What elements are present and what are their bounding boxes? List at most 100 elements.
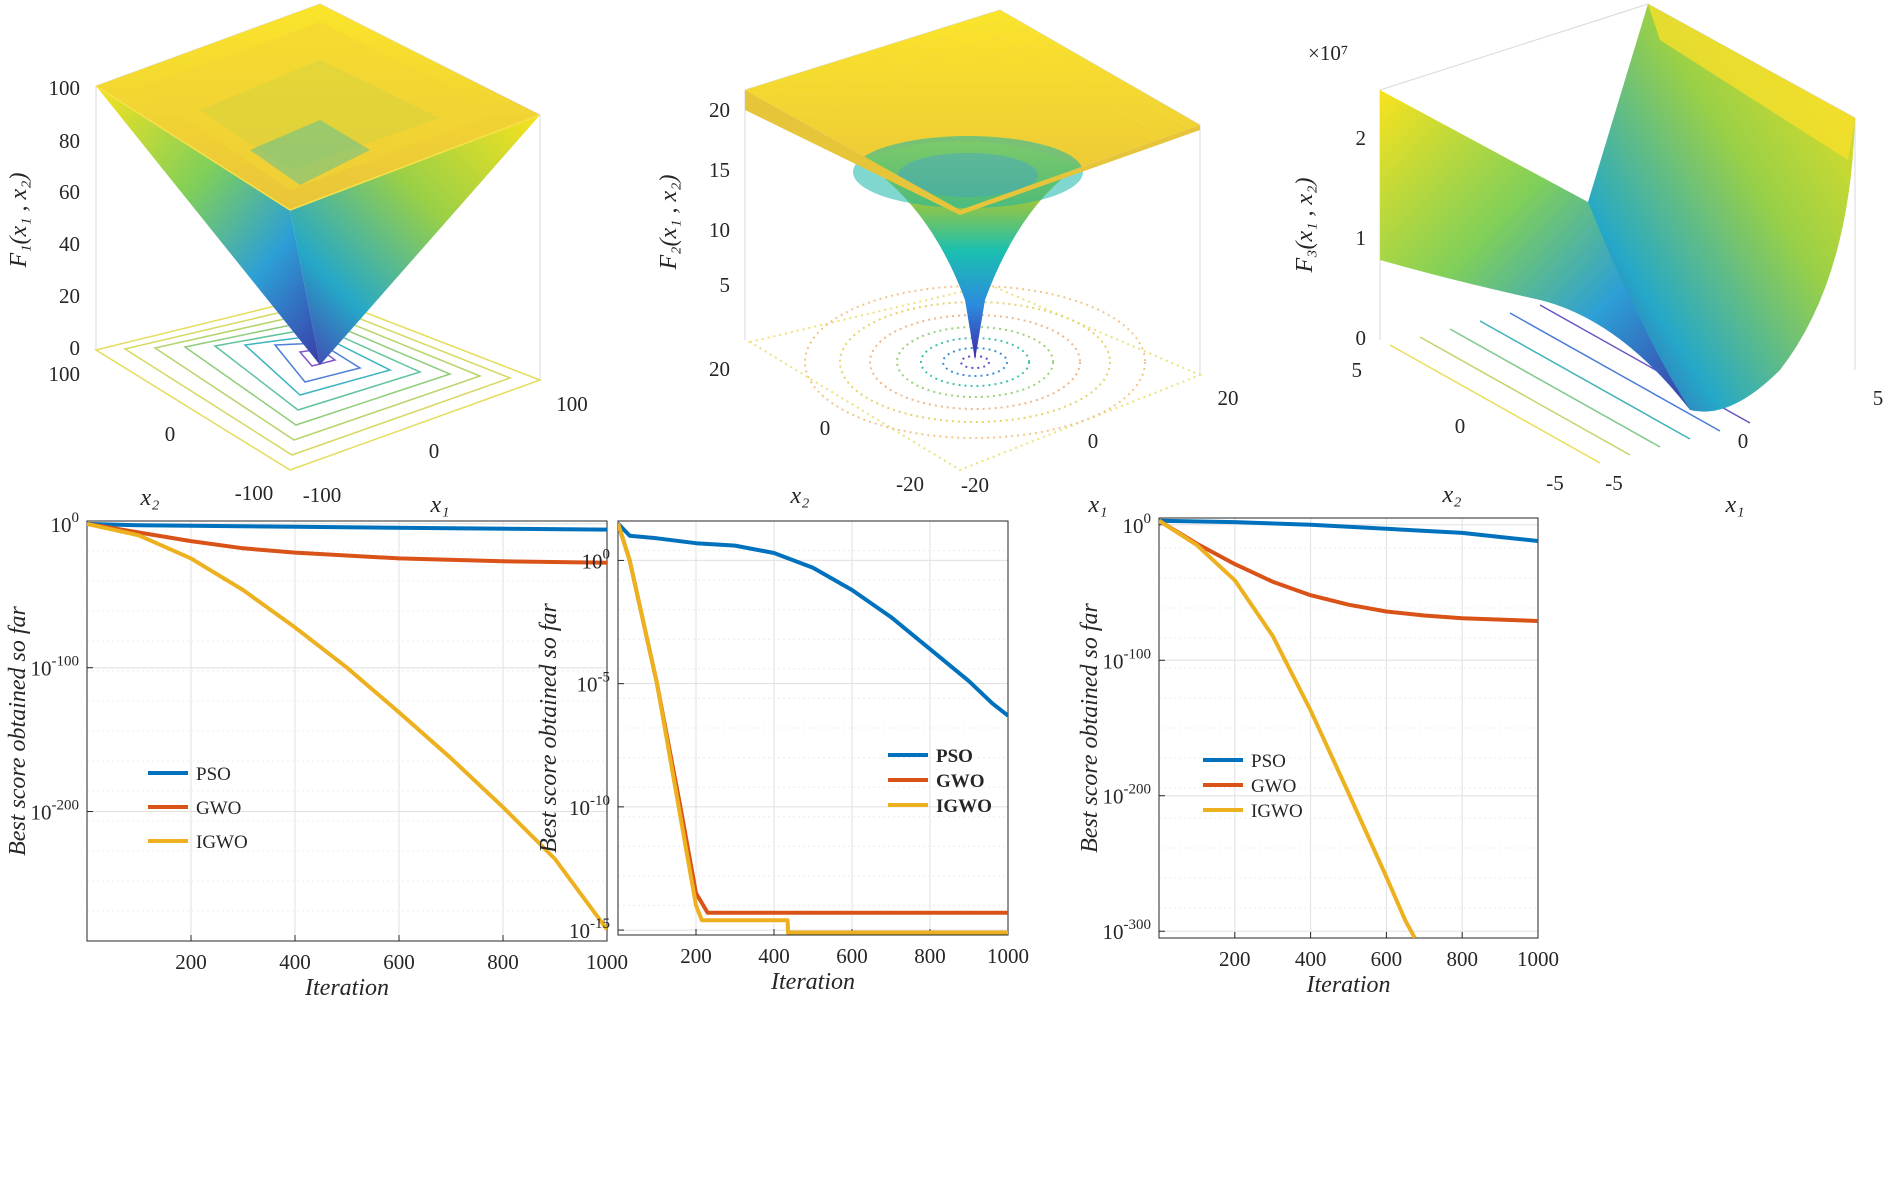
f2-xtick: 0 xyxy=(1088,429,1099,453)
f1-ztick: 40 xyxy=(59,232,80,256)
f1-ytick: 100 xyxy=(49,362,81,386)
minor-grid xyxy=(618,550,1008,906)
y-axis-label: Best score obtained so far xyxy=(5,605,31,855)
f1-surface-left xyxy=(96,86,320,365)
f3-xtick: 5 xyxy=(1873,386,1884,410)
x-tick-label: 200 xyxy=(680,944,712,968)
f3-ylabel: x₂ xyxy=(1442,482,1462,508)
legend: PSO GWO IGWO xyxy=(1203,751,1303,822)
x-tick-label: 800 xyxy=(1446,947,1478,971)
f3-ytick: 0 xyxy=(1455,414,1466,438)
series-line-igwo xyxy=(1159,519,1417,938)
x-tick-label: 1000 xyxy=(1517,947,1559,971)
convergence-chart-f1: 200 400 600 800 1000 100 10-100 10-200 Iteration… xyxy=(5,510,628,1001)
f3-ytick: -5 xyxy=(1546,471,1564,495)
f2-xtick: 20 xyxy=(1218,386,1239,410)
f1-xtick: 100 xyxy=(556,392,588,416)
x-tick-label: 200 xyxy=(1219,947,1251,971)
f2-ztick: 15 xyxy=(709,158,730,182)
y-tick-label: 10-100 xyxy=(1103,646,1152,673)
f1-ztick: 80 xyxy=(59,129,80,153)
x-tick-label: 1000 xyxy=(586,950,628,974)
f1-ytick: -100 xyxy=(235,481,274,505)
y-tick-label: 100 xyxy=(582,546,611,573)
f2-xlabel: x₁ xyxy=(1088,492,1108,518)
legend-label-gwo: GWO xyxy=(196,798,241,819)
series-line-gwo xyxy=(618,522,1008,915)
legend-label-igwo: IGWO xyxy=(1251,801,1303,822)
x-axis-label: Iteration xyxy=(1306,972,1391,998)
minor-grid xyxy=(1159,547,1538,909)
y-tick-label: 100 xyxy=(51,510,80,537)
series-line-pso xyxy=(87,521,607,532)
convergence-chart-f3: 200 400 600 800 1000 100 10-100 10-200 10-300 Ite… xyxy=(1077,511,1559,998)
convergence-chart-f2: 200 400 600 800 1000 100 10-5 10-10 10-15 Iterati… xyxy=(536,520,1029,995)
f3-ztick: 1 xyxy=(1356,226,1367,250)
y-tick-label: 10-200 xyxy=(1103,782,1152,809)
legend-label-pso: PSO xyxy=(196,764,231,785)
x-tick-label: 600 xyxy=(383,950,415,974)
x-tick-label: 600 xyxy=(1371,947,1403,971)
legend: PSO GWO IGWO xyxy=(148,764,248,853)
grid xyxy=(87,521,607,941)
f1-ztick: 0 xyxy=(70,336,81,360)
y-axis-label: Best score obtained so far xyxy=(1077,602,1103,852)
y-tick-label: 10-15 xyxy=(569,916,610,943)
f3-ztick: 0 xyxy=(1356,326,1367,350)
minor-grid xyxy=(87,550,607,912)
legend-label-gwo: GWO xyxy=(1251,776,1296,797)
x-tick-label: 200 xyxy=(175,950,207,974)
f2-ylabel: x₂ xyxy=(790,483,810,509)
series-line-pso xyxy=(1159,518,1538,543)
f2-ztick: 20 xyxy=(709,98,730,122)
f2-surface-top xyxy=(745,10,1200,210)
legend-label-pso: PSO xyxy=(936,746,973,767)
f1-ytick: 0 xyxy=(165,422,176,446)
f3-ztick: 2 xyxy=(1356,126,1367,150)
plot-frame xyxy=(86,520,608,942)
x-axis-label: Iteration xyxy=(304,975,389,1001)
y-tick-label: 10-200 xyxy=(31,798,80,825)
surface-plot-f3: ×10⁷ 0 1 2 5 0 -5 -5 0 5 F₃(x₁ , x₂) x₂ … xyxy=(1292,3,1884,518)
x-tick-label: 800 xyxy=(914,944,946,968)
f1-xtick: 0 xyxy=(429,439,440,463)
series-line-pso xyxy=(618,522,1008,718)
series-line-gwo xyxy=(1159,518,1538,623)
y-tick-label: 10-300 xyxy=(1103,917,1152,944)
legend: PSO GWO IGWO xyxy=(888,746,992,817)
x-tick-label: 1000 xyxy=(987,944,1029,968)
f1-ylabel: x₂ xyxy=(140,485,160,511)
f1-xtick: -100 xyxy=(303,483,342,507)
f3-surface-left xyxy=(1380,90,1690,410)
f2-xtick: -20 xyxy=(961,473,989,497)
f2-ytick: 20 xyxy=(709,357,730,381)
plot-frame xyxy=(1158,517,1539,939)
f1-ztick: 20 xyxy=(59,284,80,308)
legend-label-pso: PSO xyxy=(1251,751,1286,772)
f1-surface-right xyxy=(290,115,540,365)
f3-xtick: -5 xyxy=(1605,471,1623,495)
x-axis-label: Iteration xyxy=(770,969,855,995)
x-tick-label: 600 xyxy=(836,944,868,968)
x-tick-label: 400 xyxy=(1295,947,1327,971)
x-tick-label: 800 xyxy=(487,950,519,974)
plot-frame xyxy=(617,520,1009,936)
f1-ztick: 100 xyxy=(49,76,81,100)
y-axis-label: Best score obtained so far xyxy=(536,602,562,852)
series-line-igwo xyxy=(87,521,607,931)
f2-ytick: 0 xyxy=(820,416,831,440)
f1-ztick: 60 xyxy=(59,180,80,204)
f3-xlabel: x₁ xyxy=(1725,492,1745,518)
y-tick-label: 10-10 xyxy=(569,793,610,820)
f3-xtick: 0 xyxy=(1738,429,1749,453)
f2-ztick: 5 xyxy=(720,273,731,297)
surface-plot-f2: 5 10 15 20 20 0 -20 -20 0 20 F₂(x₁ , x₂)… xyxy=(656,9,1239,518)
f1-zlabel: F₁(x₁ , x₂) xyxy=(6,173,32,269)
f3-zlabel: F₃(x₁ , x₂) xyxy=(1292,178,1318,274)
f1-xlabel: x₁ xyxy=(430,492,450,518)
x-tick-label: 400 xyxy=(279,950,311,974)
f3-contours xyxy=(1389,304,1751,464)
f2-zlabel: F₂(x₁ , x₂) xyxy=(656,175,682,271)
f2-ztick: 10 xyxy=(709,218,730,242)
